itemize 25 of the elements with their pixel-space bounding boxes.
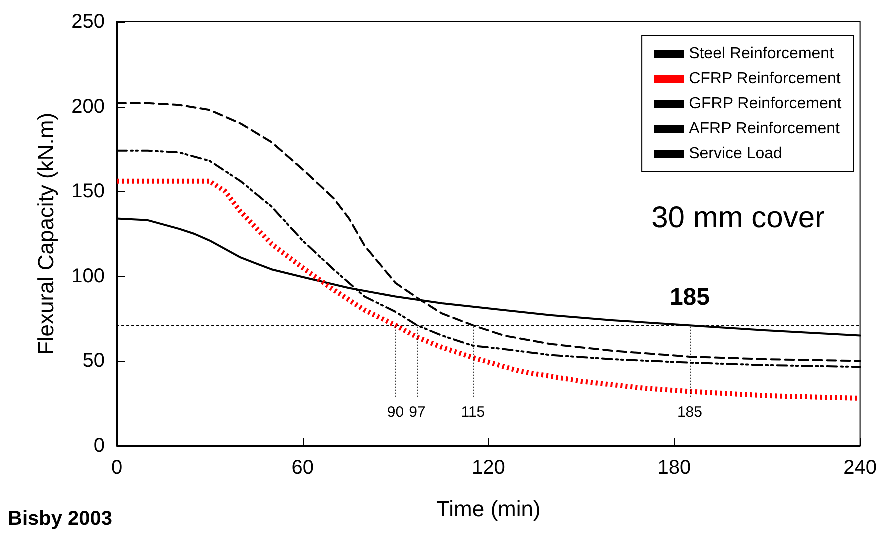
ref-line-label: 115 bbox=[461, 404, 486, 421]
x-tick-label: 180 bbox=[658, 457, 692, 479]
y-tick-label: 50 bbox=[82, 350, 105, 372]
annotation: 30 mm cover bbox=[652, 202, 826, 234]
legend-label: Steel Reinforcement bbox=[689, 46, 835, 62]
legend-label: Service Load bbox=[689, 146, 782, 162]
ref-line-label: 90 bbox=[387, 404, 404, 421]
y-tick-label: 100 bbox=[72, 265, 105, 288]
x-tick-label: 240 bbox=[844, 457, 878, 479]
x-axis-title: Time (min) bbox=[436, 496, 541, 522]
annotation: 185 bbox=[670, 284, 710, 312]
y-tick-label: 200 bbox=[72, 96, 105, 118]
legend-label: GFRP Reinforcement bbox=[689, 96, 842, 112]
y-tick-label: 0 bbox=[94, 435, 105, 457]
x-tick-label: 120 bbox=[472, 457, 506, 479]
y-tick-label: 150 bbox=[72, 180, 105, 203]
y-axis-title: Flexural Capacity (kN.m) bbox=[34, 112, 58, 356]
x-tick-label: 0 bbox=[111, 457, 123, 479]
text: Bisby 2003 bbox=[8, 508, 113, 530]
y-tick-label: 250 bbox=[72, 11, 105, 33]
legend-label: CFRP Reinforcement bbox=[689, 70, 842, 88]
x-tick-label: 60 bbox=[292, 457, 314, 479]
ref-line-label: 97 bbox=[409, 404, 426, 421]
ref-line-label: 185 bbox=[677, 404, 702, 421]
legend-label: AFRP Reinforcement bbox=[689, 120, 840, 138]
